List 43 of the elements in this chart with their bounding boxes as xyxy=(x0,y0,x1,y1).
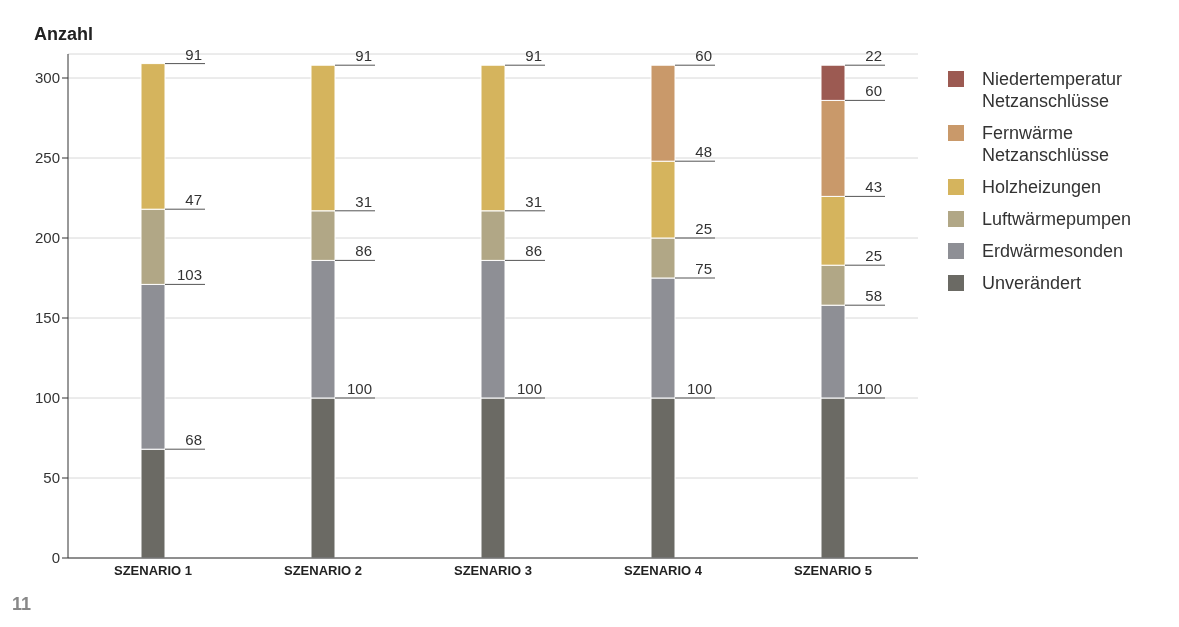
data-label: 47 xyxy=(185,191,202,209)
y-tick-label: 0 xyxy=(51,549,60,567)
data-label: 48 xyxy=(695,143,712,161)
data-label: 60 xyxy=(865,82,882,100)
legend-label: Holzheizungen xyxy=(982,176,1102,198)
data-label: 75 xyxy=(695,260,712,277)
data-label: 91 xyxy=(185,45,202,63)
y-tick-label: 300 xyxy=(34,69,60,87)
data-label: 100 xyxy=(856,380,882,397)
data-label: 58 xyxy=(865,287,882,305)
data-label: 43 xyxy=(865,178,882,196)
text: 11 xyxy=(12,594,32,615)
data-label: 68 xyxy=(185,431,202,449)
data-label: 100 xyxy=(516,380,542,397)
x-tick-label: SZENARIO 3 xyxy=(453,563,533,579)
y-tick-label: 200 xyxy=(34,229,60,247)
data-label: 100 xyxy=(686,380,712,397)
x-tick-label: SZENARIO 4 xyxy=(623,563,703,579)
data-label: 86 xyxy=(525,242,542,260)
data-label: 60 xyxy=(695,47,712,65)
x-tick-label: SZENARIO 5 xyxy=(793,563,873,579)
data-label: 31 xyxy=(525,192,542,210)
data-label: 31 xyxy=(355,192,372,210)
data-label: 103 xyxy=(176,266,202,284)
legend-label: Niedertemperatur Netzanschlüsse xyxy=(982,68,1124,112)
y-tick-label: 250 xyxy=(34,149,60,167)
x-tick-label: SZENARIO 2 xyxy=(283,563,363,579)
y-axis-title: Anzahl xyxy=(34,24,94,45)
data-label: 25 xyxy=(865,247,882,265)
legend-label: Fernwärme Netzanschlüsse xyxy=(982,122,1111,166)
data-label: 22 xyxy=(865,47,882,65)
legend-label: Unverändert xyxy=(982,272,1082,294)
data-label: 86 xyxy=(355,242,372,260)
y-tick-label: 150 xyxy=(34,309,60,327)
y-tick-label: 50 xyxy=(43,469,60,487)
data-label: 91 xyxy=(525,47,542,65)
data-label: 100 xyxy=(346,380,372,397)
data-label: 25 xyxy=(695,220,712,237)
legend-label: Erdwärmesonden xyxy=(982,240,1124,262)
x-tick-label: SZENARIO 1 xyxy=(113,563,193,579)
data-label: 91 xyxy=(355,47,372,65)
y-tick-label: 100 xyxy=(34,389,60,407)
legend-label: Luftwärmepumpen xyxy=(982,208,1132,230)
